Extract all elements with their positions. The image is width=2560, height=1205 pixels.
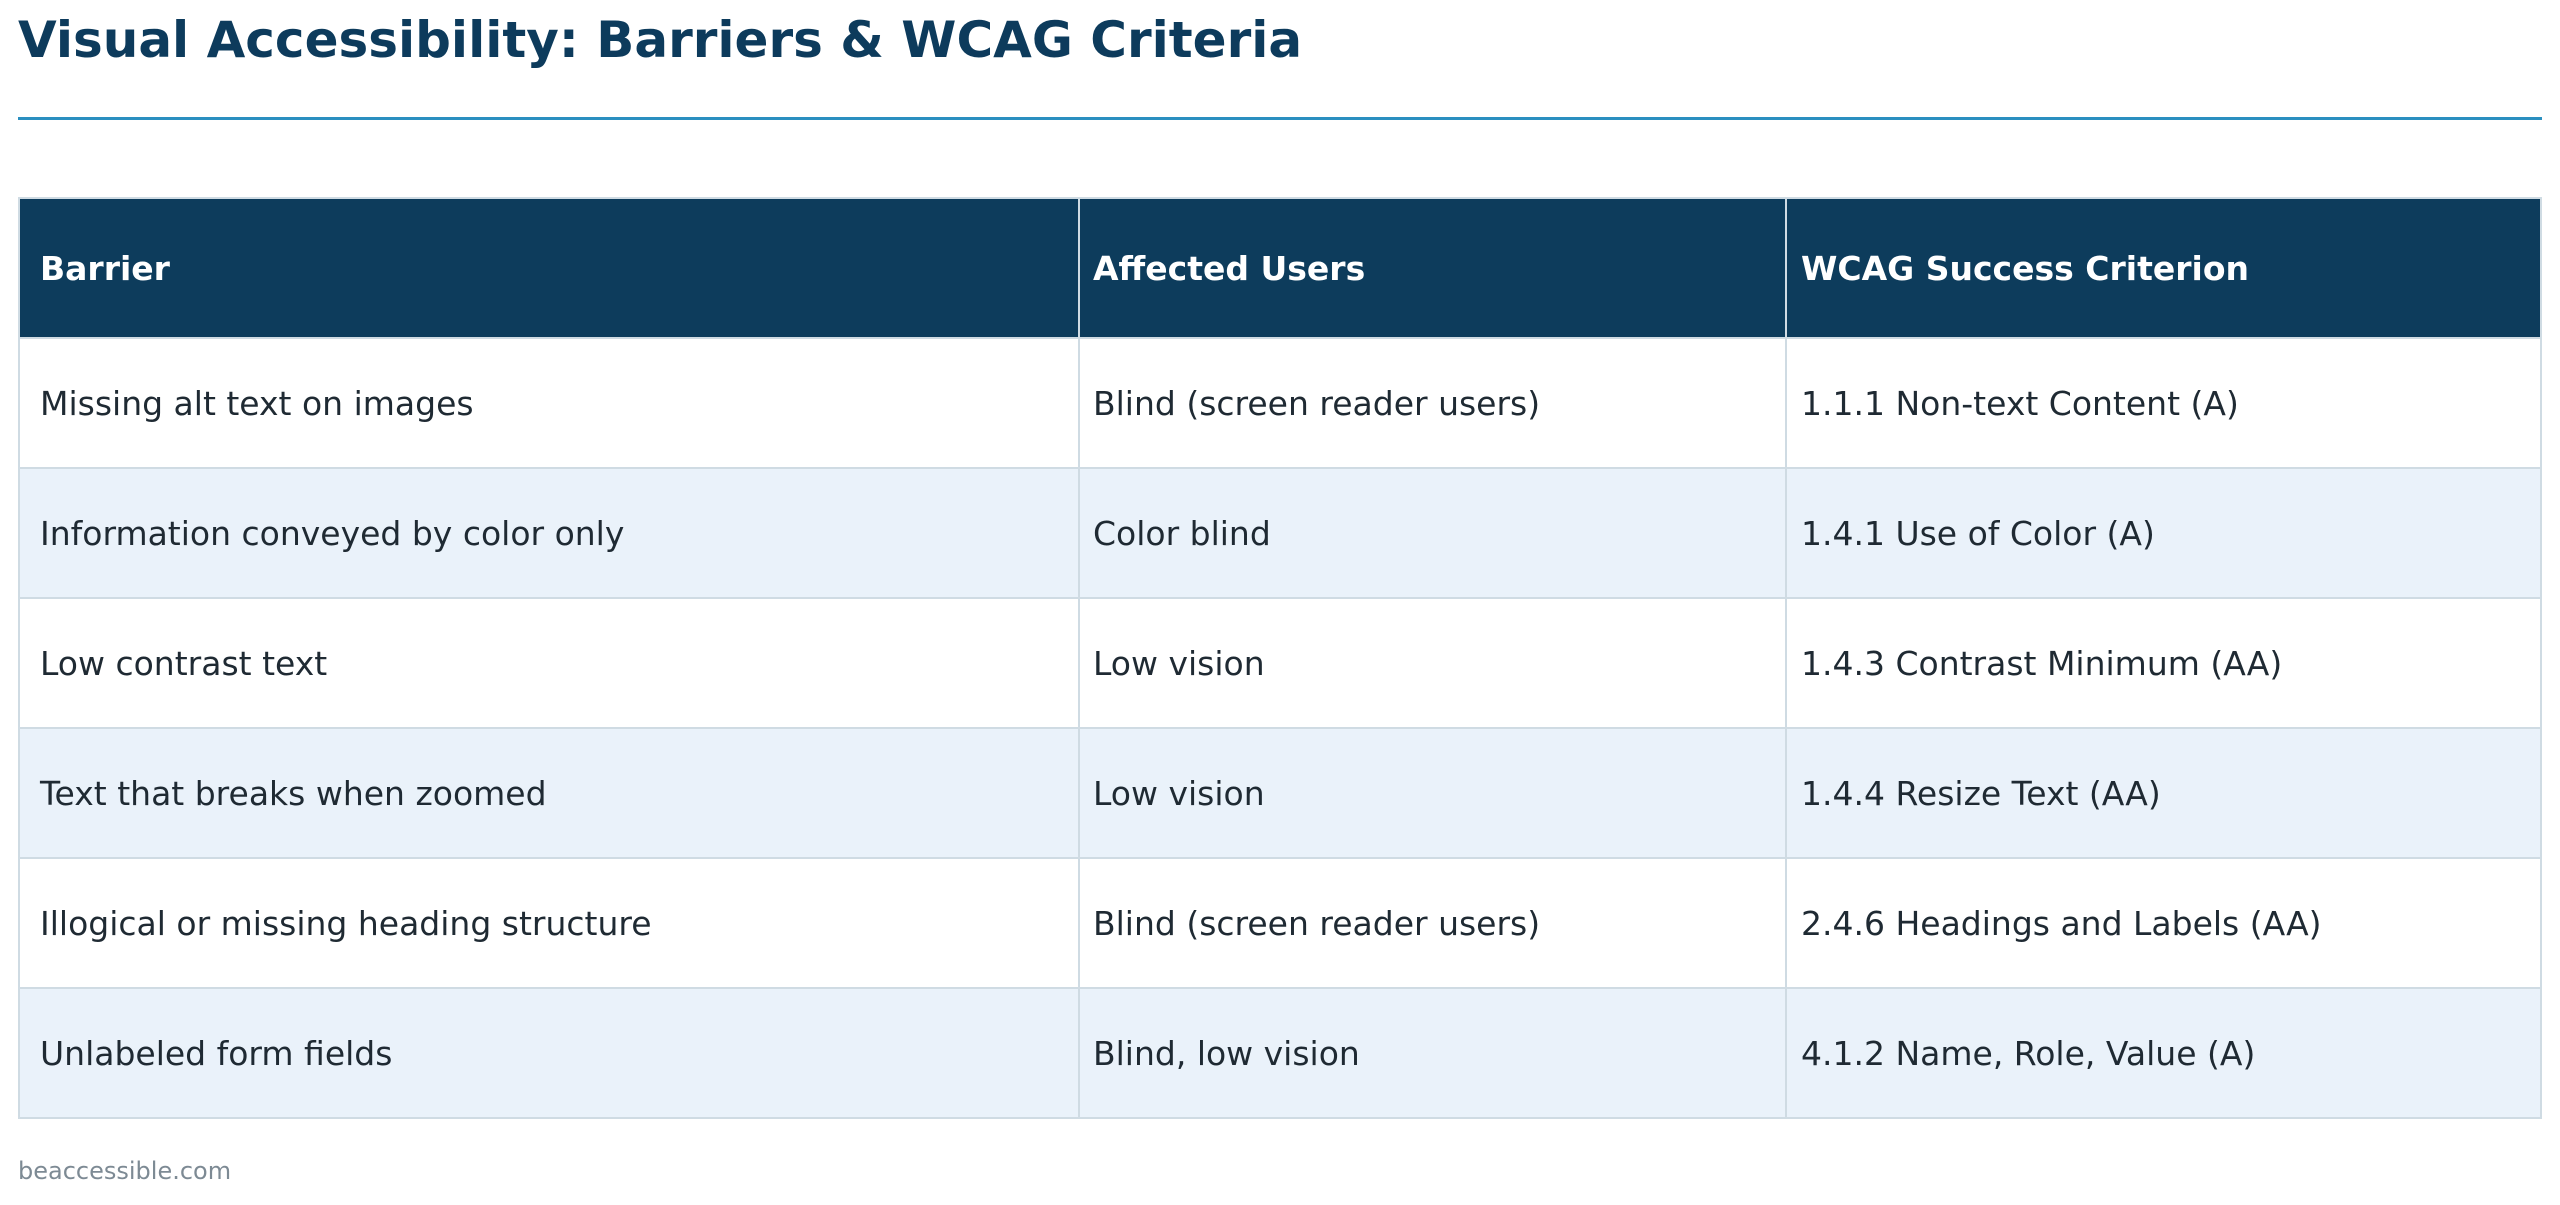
barrier-cell: Unlabeled form fields: [18, 987, 1080, 1119]
affected-users-cell: Low vision: [1078, 727, 1787, 859]
affected-users-cell: Color blind: [1078, 467, 1787, 599]
affected-users-cell: Low vision: [1078, 597, 1787, 729]
accessibility-table: Barrier Affected Users WCAG Success Crit…: [18, 197, 2542, 1119]
affected-users-cell: Blind (screen reader users): [1078, 337, 1787, 469]
affected-users-cell: Blind (screen reader users): [1078, 857, 1787, 989]
wcag-criterion-cell: 1.1.1 Non-text Content (A): [1785, 337, 2542, 469]
barrier-cell: Illogical or missing heading structure: [18, 857, 1080, 989]
page-title: Visual Accessibility: Barriers & WCAG Cr…: [18, 11, 1303, 69]
column-header-affected-users: Affected Users: [1078, 197, 1787, 339]
table-row: Information conveyed by color only Color…: [18, 467, 2542, 599]
wcag-criterion-cell: 1.4.1 Use of Color (A): [1785, 467, 2542, 599]
table-row: Text that breaks when zoomed Low vision …: [18, 727, 2542, 859]
barrier-cell: Information conveyed by color only: [18, 467, 1080, 599]
barrier-cell: Text that breaks when zoomed: [18, 727, 1080, 859]
footer-source: beaccessible.com: [18, 1157, 232, 1185]
table-header-row: Barrier Affected Users WCAG Success Crit…: [18, 197, 2542, 339]
affected-users-cell: Blind, low vision: [1078, 987, 1787, 1119]
table-row: Low contrast text Low vision 1.4.3 Contr…: [18, 597, 2542, 729]
column-header-wcag-criterion: WCAG Success Criterion: [1785, 197, 2542, 339]
wcag-criterion-cell: 2.4.6 Headings and Labels (AA): [1785, 857, 2542, 989]
barrier-cell: Low contrast text: [18, 597, 1080, 729]
table-row: Illogical or missing heading structure B…: [18, 857, 2542, 989]
column-header-barrier: Barrier: [18, 197, 1080, 339]
wcag-criterion-cell: 1.4.4 Resize Text (AA): [1785, 727, 2542, 859]
table-row: Unlabeled form fields Blind, low vision …: [18, 987, 2542, 1119]
table-row: Missing alt text on images Blind (screen…: [18, 337, 2542, 469]
title-divider: [18, 117, 2542, 120]
barrier-cell: Missing alt text on images: [18, 337, 1080, 469]
wcag-criterion-cell: 1.4.3 Contrast Minimum (AA): [1785, 597, 2542, 729]
wcag-criterion-cell: 4.1.2 Name, Role, Value (A): [1785, 987, 2542, 1119]
